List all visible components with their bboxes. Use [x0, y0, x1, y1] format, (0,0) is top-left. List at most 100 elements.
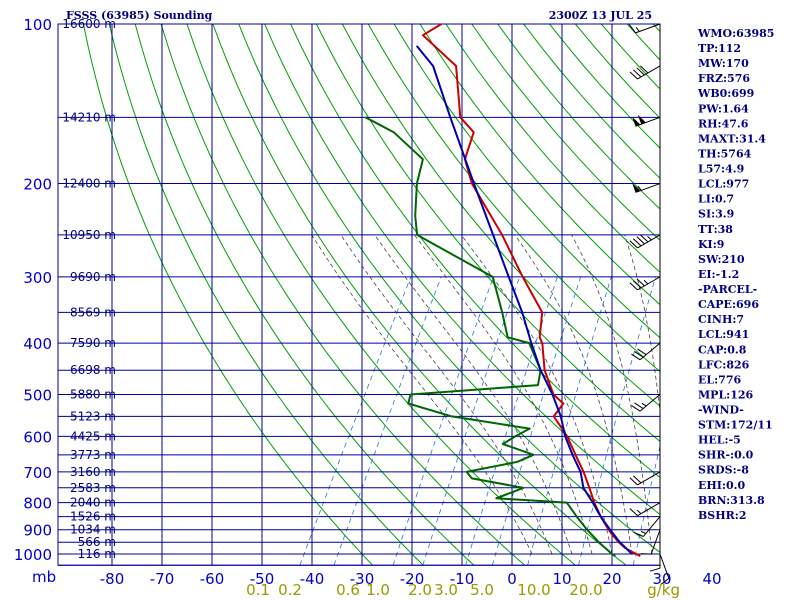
- height-label: 3773 m: [70, 448, 116, 462]
- index-value: BSHR:2: [698, 509, 747, 522]
- height-label: 6698 m: [70, 363, 116, 377]
- pressure-tick-label: 1000: [14, 546, 52, 564]
- dry-adiabat: [341, 24, 660, 407]
- mixing-ratio-line: [578, 276, 656, 565]
- wind-barb: [631, 394, 661, 412]
- moist-adiabat: [670, 235, 692, 554]
- height-label: 3160 m: [70, 465, 116, 479]
- wind-barb-full: [629, 71, 638, 80]
- wind-barb-full: [633, 531, 644, 537]
- wind-barb-full: [634, 351, 644, 358]
- moist-adiabat: [311, 234, 533, 555]
- wind-barb-full: [633, 69, 642, 78]
- index-value: SHR-:0.0: [698, 449, 754, 462]
- wind-barb-staff: [650, 529, 661, 555]
- wind-barb-half: [637, 185, 642, 191]
- indices-panel: WMO:63985 TP:112 MW:170 FRZ:576 WB0:699 PW:1.…: [697, 27, 774, 522]
- dry-adiabat: [445, 24, 660, 273]
- dry-adiabat: [186, 24, 576, 565]
- wind-barb: [629, 502, 661, 517]
- wind-barb-full: [636, 278, 645, 287]
- wind-barb-full: [637, 348, 647, 356]
- dewpoint-profile: [364, 116, 616, 557]
- mixing-ratio-line: [299, 276, 412, 565]
- wind-barb-staff: [642, 516, 661, 537]
- wind-barb-half: [647, 235, 652, 241]
- wind-barb-staff: [635, 116, 661, 127]
- parcel-profile: [415, 45, 633, 555]
- wind-barb-half: [641, 402, 647, 407]
- wind-barb-half: [635, 27, 640, 32]
- index-value: MAXT:31.4: [698, 132, 766, 145]
- mixing-ratio-line: [491, 276, 582, 565]
- height-label: 10950 m: [62, 228, 116, 242]
- wind-barb: [628, 23, 661, 34]
- dry-adiabat: [575, 24, 660, 119]
- mixing-ratio-tick-label: 10.0: [517, 581, 550, 599]
- dry-adiabat: [523, 24, 660, 179]
- wind-barb-full: [629, 508, 638, 517]
- temperature-tick-label: -70: [150, 570, 175, 588]
- index-value: KI:9: [698, 238, 724, 251]
- sounding-profiles: [364, 24, 641, 557]
- dry-adiabat: [108, 24, 424, 565]
- pressure-tick-label: 500: [23, 386, 52, 404]
- mixing-ratio-line: [333, 276, 442, 565]
- wind-barb-staff: [639, 394, 661, 412]
- moist-adiabat: [414, 234, 593, 555]
- dry-adiabat: [264, 24, 660, 516]
- temperature-tick-label: -40: [300, 570, 325, 588]
- index-value: EI:-1.2: [698, 268, 739, 281]
- height-label: 1526 m: [70, 510, 116, 524]
- index-value: STM:172/11: [698, 419, 773, 432]
- mixing-ratio-tick-label: 0.2: [278, 581, 302, 599]
- mixing-ratio-unit-label: g/kg: [647, 581, 680, 599]
- pressure-unit-label: mb: [32, 568, 56, 586]
- mixing-ratio-line: [632, 444, 660, 565]
- dry-adiabat: [290, 24, 660, 479]
- pressure-tick-label: 100: [23, 16, 52, 34]
- wind-barb: [649, 542, 661, 572]
- wind-barb: [632, 114, 661, 127]
- wind-barb-staff: [637, 471, 661, 486]
- pressure-tick-label: 400: [23, 335, 52, 353]
- dry-adiabat: [212, 24, 627, 565]
- index-value: RH:47.6: [698, 117, 749, 130]
- wind-barb: [659, 553, 670, 586]
- height-label: 8569 m: [70, 305, 116, 319]
- index-value: LCL:977: [698, 178, 749, 191]
- height-label: 5123 m: [70, 409, 116, 423]
- wind-barb-full: [636, 67, 645, 76]
- moist-adiabat: [571, 234, 653, 555]
- index-value: SRDS:-8: [698, 464, 749, 477]
- wind-barb-half: [640, 530, 647, 534]
- mixing-ratio-line: [465, 276, 558, 565]
- wind-barb-staff: [659, 553, 670, 579]
- dry-adiabat: [367, 24, 660, 373]
- wind-barb-full: [660, 578, 670, 586]
- pressure-tick-label: 900: [23, 522, 52, 540]
- index-value: WB0:699: [697, 87, 754, 100]
- mixing-ratio-tick-label: 0.1: [246, 581, 270, 599]
- wind-barb: [640, 529, 661, 555]
- mixing-ratio-tick-label: 1.0: [366, 581, 390, 599]
- temperature-tick-label: 40: [702, 570, 721, 588]
- dry-adiabat: [160, 24, 526, 565]
- height-labels: 16600 m 14210 m 12400 m 10950 m 9690 m 8569 m…: [62, 17, 116, 561]
- temperature-tick-label: -60: [200, 570, 225, 588]
- index-value: CAP:0.8: [698, 343, 747, 356]
- temperature-tick-label: -30: [350, 570, 375, 588]
- wind-barb-full: [640, 553, 652, 555]
- pressure-grid: [57, 23, 661, 566]
- temperature-tick-label: -20: [400, 570, 425, 588]
- mixing-ratio-line: [392, 276, 494, 565]
- adiabat-lines: [82, 24, 692, 565]
- pressure-tick-label: 600: [23, 428, 52, 446]
- dry-adiabat: [134, 24, 475, 565]
- dry-adiabat: [315, 24, 660, 443]
- mixing-ratio-tick-label: 3.0: [434, 581, 458, 599]
- wind-barb-full: [634, 402, 644, 410]
- wind-barb-staff: [635, 23, 661, 34]
- temperature-tick-label: 0: [507, 570, 517, 588]
- chart-timestamp: 2300Z 13 JUL 25: [549, 9, 652, 22]
